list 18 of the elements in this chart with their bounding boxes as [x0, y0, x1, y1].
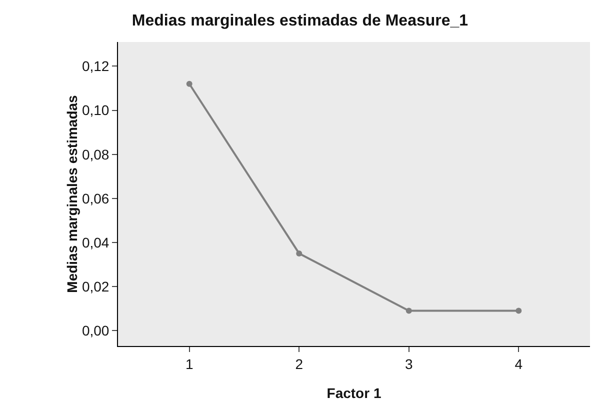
y-tick-label: 0,06 — [82, 190, 110, 206]
chart-title: Medias marginales estimadas de Measure_1 — [132, 12, 468, 30]
x-tick-label: 1 — [185, 356, 194, 372]
y-tick-label: 0,08 — [82, 146, 110, 162]
point — [516, 308, 522, 314]
point — [296, 250, 302, 256]
x-tick-label: 2 — [295, 356, 304, 372]
y-tick-label: 0,04 — [82, 234, 110, 250]
point — [186, 80, 192, 87]
x-tick-label: 4 — [514, 356, 523, 372]
point — [406, 308, 412, 314]
y-tick-label: 0,02 — [82, 278, 110, 294]
y-tick-label: 0,12 — [82, 58, 110, 74]
x-axis-title: Factor 1 — [326, 385, 382, 401]
y-axis-title: Medias marginales estimadas — [64, 94, 80, 293]
x-tick-label: 3 — [404, 356, 413, 372]
y-tick-label: 0,00 — [82, 322, 110, 338]
y-tick-label: 0,10 — [82, 102, 110, 118]
